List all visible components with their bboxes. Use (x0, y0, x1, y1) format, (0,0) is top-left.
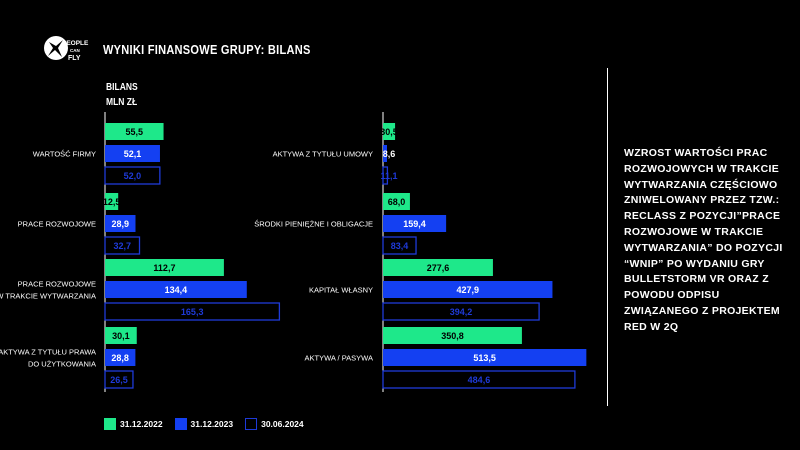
category-label: AKTYWA / PASYWA (305, 354, 374, 363)
data-label: 159,4 (403, 219, 426, 229)
logo-text: FLY (68, 55, 81, 62)
data-label: 350,8 (441, 331, 464, 341)
data-label: 28,9 (111, 219, 129, 229)
bar-solid-blue (105, 145, 160, 162)
bar-solid-green (383, 327, 522, 344)
bar-solid-green (105, 193, 119, 210)
bar-solid-blue (105, 215, 136, 232)
bar-solid-green (105, 259, 224, 276)
bar-outline-blue (382, 236, 417, 255)
data-label: 26,5 (110, 375, 128, 385)
bar-solid-blue (383, 349, 587, 366)
unit-label-line-2: MLN ZŁ (106, 97, 138, 108)
data-label: 277,6 (427, 263, 450, 273)
data-label: 394,2 (450, 307, 473, 317)
legend-swatch-green (104, 418, 116, 430)
unit-label-line-1: BILANS (106, 82, 138, 93)
bar-solid-green (105, 327, 137, 344)
data-label: 165,3 (181, 307, 204, 317)
bar-solid-green (383, 259, 493, 276)
legend-label: 31.12.2022 (120, 419, 163, 429)
data-label: 28,8 (111, 353, 129, 363)
data-label: 427,9 (456, 285, 479, 295)
bar-solid-blue (105, 281, 247, 298)
category-label: PRACE ROZWOJOWE (18, 280, 96, 289)
legend-item: 31.12.2023 (174, 418, 234, 430)
bar-outline-blue (382, 166, 389, 185)
bar-solid-blue (383, 281, 553, 298)
data-label: 11,1 (380, 171, 397, 181)
data-label: 83,4 (391, 241, 409, 251)
category-label: W TRAKCIE WYTWARZANIA (0, 292, 96, 301)
data-label: 68,0 (388, 197, 406, 207)
bar-solid-green (105, 123, 164, 140)
chart-legend: 31.12.2022 31.12.2023 30.06.2024 (104, 418, 316, 430)
category-label: PRACE ROZWOJOWE (18, 220, 96, 229)
data-label: 484,6 (468, 375, 491, 385)
category-label: DO UŻYTKOWANIA (28, 360, 96, 369)
legend-item: 30.06.2024 (245, 418, 304, 430)
people-can-fly-logo: PEOPLE CAN FLY (44, 36, 89, 62)
data-label: 12,5 (103, 197, 121, 207)
category-label: AKTYWA Z TYTUŁU PRAWA (0, 348, 96, 357)
category-label: KAPITAŁ WŁASNY (309, 286, 373, 295)
legend-label: 30.06.2024 (261, 419, 304, 429)
bar-outline-blue (104, 236, 141, 255)
bar-solid-blue (383, 145, 387, 162)
data-label: 52,1 (124, 149, 142, 159)
bar-outline-blue (382, 302, 540, 321)
bar-solid-blue (105, 349, 136, 366)
bar-solid-green (383, 123, 396, 140)
legend-item: 31.12.2022 (104, 418, 163, 430)
category-label: WARTOŚĆ FIRMY (33, 150, 96, 159)
data-label: 8,6 (383, 149, 396, 159)
data-label: 30,5 (380, 127, 398, 137)
data-label: 112,7 (153, 263, 175, 273)
logo-text: CAN (70, 48, 80, 53)
category-label: ŚRODKI PIENIĘŻNE I OBLIGACJE (254, 220, 373, 229)
bar-outline-blue (104, 302, 281, 321)
data-label: 134,4 (165, 285, 188, 295)
legend-swatch-blue (174, 418, 187, 430)
unit-label: BILANS MLN ZŁ (106, 80, 138, 110)
bar-solid-blue (383, 215, 447, 232)
page-title: WYNIKI FINANSOWE GRUPY: BILANS (103, 42, 311, 57)
data-label: 55,5 (126, 127, 144, 137)
divider (607, 68, 608, 406)
bar-outline-blue (104, 166, 161, 185)
data-label: 513,5 (473, 353, 496, 363)
data-label: 30,1 (112, 331, 130, 341)
bar-outline-blue (104, 370, 134, 389)
data-label: 32,7 (113, 241, 131, 251)
legend-label: 31.12.2023 (190, 419, 234, 429)
category-label: AKTYWA Z TYTUŁU UMOWY (273, 150, 373, 159)
data-label: 52,0 (124, 171, 142, 181)
commentary-note: WZROST WARTOŚCI PRAC ROZWOJOWYCH W TRAKC… (624, 147, 783, 333)
bar-outline-blue (382, 370, 576, 389)
legend-swatch-outline (245, 418, 258, 430)
logo-text: PEOPLE (62, 40, 89, 47)
bar-solid-green (383, 193, 410, 210)
